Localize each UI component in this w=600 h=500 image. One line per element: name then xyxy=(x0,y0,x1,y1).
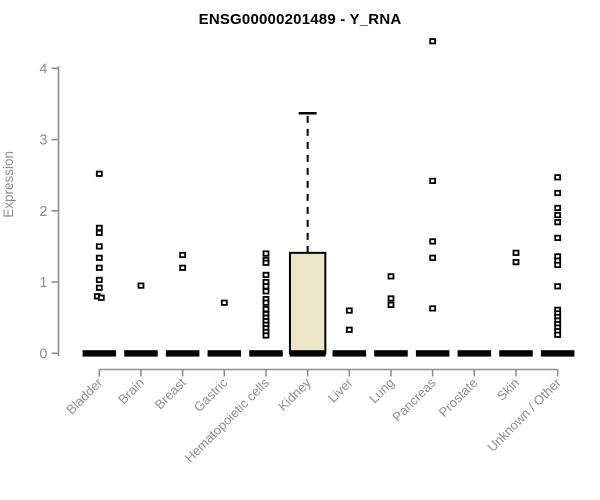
x-tick-label: Brain xyxy=(115,375,147,407)
y-tick-label: 1 xyxy=(39,275,47,291)
median-bar-skin xyxy=(499,350,533,357)
outlier-point xyxy=(554,204,562,212)
median-bar-hematopoietic-cells xyxy=(249,350,283,357)
outlier-point xyxy=(179,251,187,259)
outlier-point xyxy=(262,332,270,339)
x-tick-label: Prostate xyxy=(436,375,481,420)
median-bar-gastric xyxy=(207,350,242,357)
outlier-point xyxy=(512,258,520,266)
outlier-point xyxy=(95,224,103,231)
outlier-point xyxy=(429,177,437,184)
outlier-point xyxy=(554,261,562,269)
median-bar-prostate xyxy=(457,350,492,357)
outlier-point xyxy=(262,288,270,295)
outlier-point xyxy=(429,38,437,45)
median-bar-kidney xyxy=(289,350,326,357)
outlier-point xyxy=(554,331,562,338)
outlier-point xyxy=(95,243,103,250)
y-tick-label: 3 xyxy=(39,133,47,149)
outlier-point xyxy=(429,305,437,312)
median-bar-liver xyxy=(332,350,367,357)
outlier-point xyxy=(554,189,562,197)
outlier-point xyxy=(95,284,103,291)
outlier-point xyxy=(262,271,270,279)
outlier-point xyxy=(95,254,103,261)
outlier-point xyxy=(220,299,228,306)
outlier-point xyxy=(429,254,437,261)
outlier-point xyxy=(554,283,562,290)
outlier-point xyxy=(262,306,270,313)
outlier-point xyxy=(95,229,103,236)
median-bar-pancreas xyxy=(415,350,450,357)
x-tick-label: Breast xyxy=(152,375,189,412)
outlier-point xyxy=(137,282,145,289)
outlier-point xyxy=(262,283,270,290)
outlier-point xyxy=(95,170,103,177)
outlier-point xyxy=(387,273,395,280)
outlier-point xyxy=(554,211,562,219)
x-tick-label: Liver xyxy=(325,375,356,406)
y-tick-label: 0 xyxy=(39,346,47,362)
outlier-point xyxy=(179,264,187,271)
outlier-point xyxy=(554,219,562,226)
y-tick-label: 2 xyxy=(39,204,47,220)
x-tick-label: Lung xyxy=(366,375,397,406)
x-tick-label: Kidney xyxy=(275,375,314,414)
outlier-point xyxy=(95,276,103,284)
x-tick-label: Skin xyxy=(494,375,522,403)
outlier-point xyxy=(554,234,562,241)
outlier-point xyxy=(387,301,395,308)
median-bar-unknown-other xyxy=(540,350,575,357)
median-bar-brain xyxy=(124,350,158,357)
outlier-point xyxy=(345,307,353,314)
outlier-point xyxy=(262,299,270,306)
outlier-point xyxy=(262,259,270,266)
x-tick-label: Unknown / Other xyxy=(484,375,564,455)
chart-title: ENSG00000201489 - Y_RNA xyxy=(198,11,402,28)
outlier-point xyxy=(345,326,353,333)
y-tick-label: 4 xyxy=(39,61,47,77)
median-bar-breast xyxy=(165,350,200,357)
x-tick-label: Pancreas xyxy=(389,375,439,425)
outlier-point xyxy=(554,174,562,181)
outlier-point xyxy=(95,264,103,271)
median-bar-bladder xyxy=(82,350,117,357)
outlier-point xyxy=(512,249,520,256)
median-bar-lung xyxy=(374,350,408,357)
x-tick-label: Gastric xyxy=(191,375,231,415)
outlier-point xyxy=(429,238,437,245)
outlier-point xyxy=(387,295,395,302)
x-tick-label: Bladder xyxy=(63,375,106,418)
box-kidney xyxy=(288,251,327,355)
outlier-point xyxy=(262,250,270,257)
outlier-point xyxy=(97,294,105,301)
